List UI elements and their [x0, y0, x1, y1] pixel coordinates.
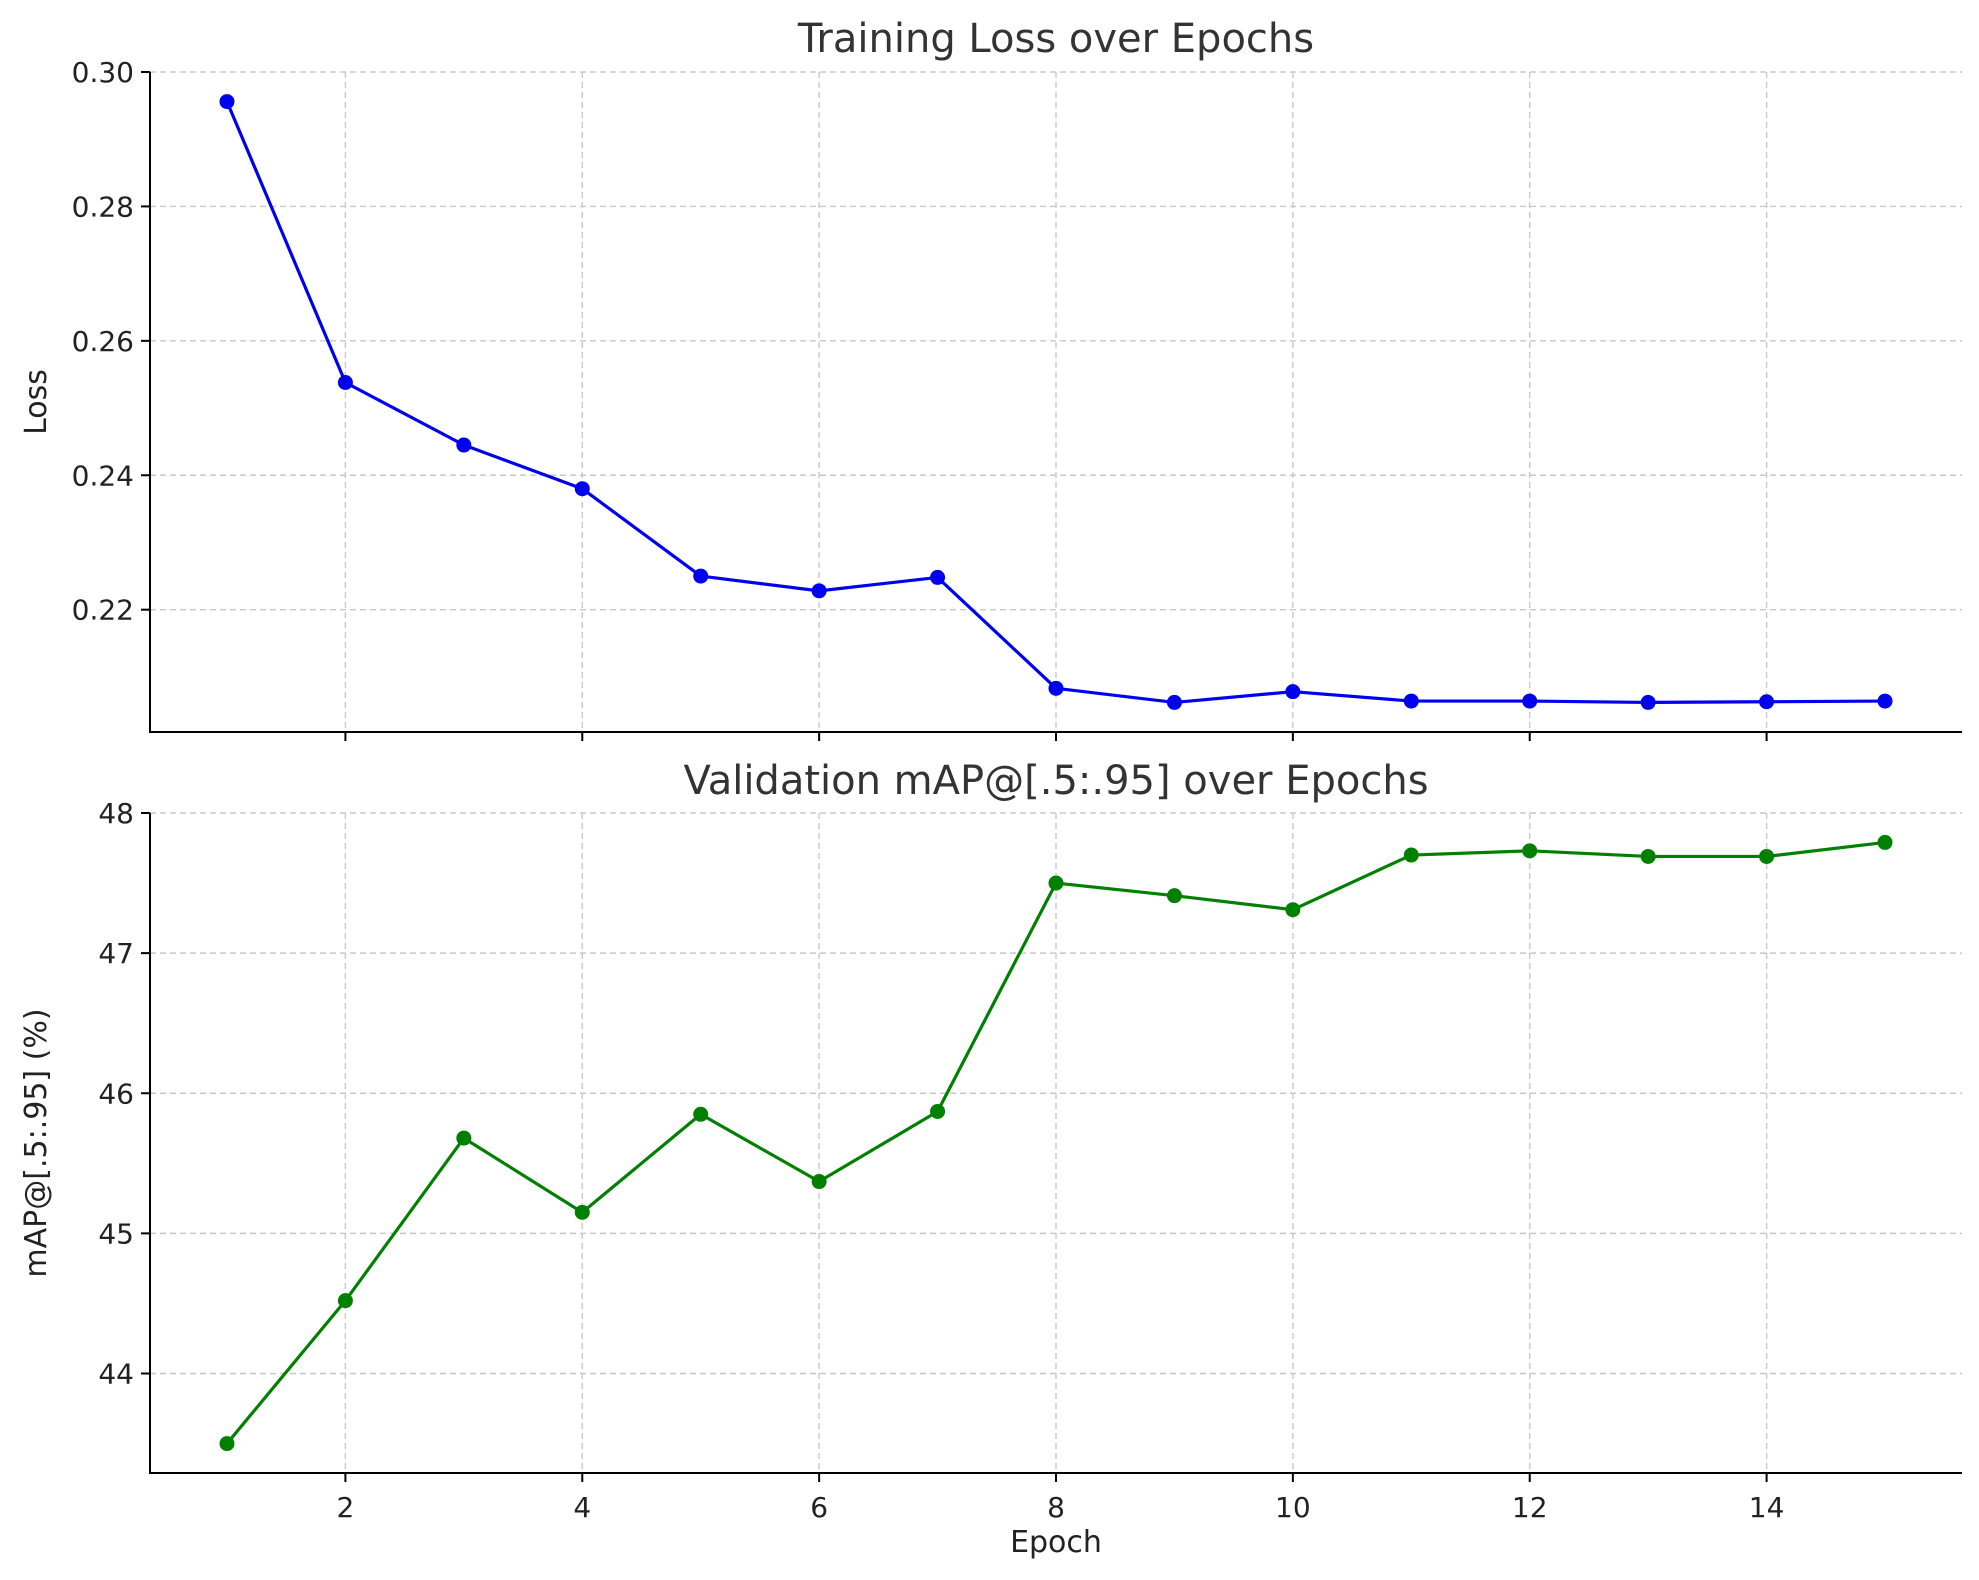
x-tick-label: 8 [1047, 1491, 1065, 1524]
data-point [1048, 680, 1064, 696]
x-tick-label: 4 [573, 1491, 591, 1524]
data-point [1166, 694, 1182, 710]
data-point [1285, 902, 1301, 918]
x-axis-label: Epoch [1010, 1525, 1102, 1560]
y-tick-label: 0.24 [72, 459, 134, 492]
data-point [1640, 694, 1656, 710]
y-axis-label: mAP@[.5:.95] (%) [19, 1008, 54, 1277]
data-point [1759, 694, 1775, 710]
data-point [1403, 847, 1419, 863]
y-tick-label: 44 [98, 1358, 134, 1391]
y-tick-label: 47 [98, 937, 134, 970]
axis-spines [149, 813, 1962, 1474]
y-tick-label: 0.22 [72, 594, 134, 627]
y-tick-label: 45 [98, 1217, 134, 1250]
x-tick-label: 14 [1749, 1491, 1785, 1524]
data-point [693, 568, 709, 584]
data-point [456, 437, 472, 453]
data-point [574, 1204, 590, 1220]
data-point [1403, 693, 1419, 709]
data-point [811, 583, 827, 599]
data-point [811, 1174, 827, 1190]
y-tick-label: 0.26 [72, 325, 134, 358]
data-point [337, 375, 353, 391]
y-tick-label: 0.30 [72, 56, 134, 89]
x-tick-label: 10 [1275, 1491, 1311, 1524]
data-point [930, 569, 946, 585]
data-point [219, 94, 235, 110]
x-tick-label: 2 [336, 1491, 354, 1524]
data-point [337, 1293, 353, 1309]
data-point [1048, 875, 1064, 891]
data-point [574, 481, 590, 497]
y-tick-label: 0.28 [72, 190, 134, 223]
data-point [693, 1106, 709, 1122]
y-tick-label: 46 [98, 1077, 134, 1110]
y-tick-label: 48 [98, 797, 134, 830]
data-point [456, 1130, 472, 1146]
axis-spines [149, 72, 1962, 733]
data-point [1285, 684, 1301, 700]
chart-title: Training Loss over Epochs [797, 16, 1314, 62]
data-point [219, 1436, 235, 1452]
data-point [1640, 848, 1656, 864]
chart-title: Validation mAP@[.5:.95] over Epochs [683, 758, 1428, 804]
data-point [1166, 888, 1182, 904]
x-tick-label: 12 [1512, 1491, 1548, 1524]
data-point [1522, 843, 1538, 859]
y-axis-label: Loss [19, 369, 54, 435]
data-point [1759, 848, 1775, 864]
x-tick-label: 6 [810, 1491, 828, 1524]
data-point [930, 1103, 946, 1119]
data-point [1877, 693, 1893, 709]
training-loss-panel: 0.22 0.24 0.26 0.28 0.30 Training Loss over E… [19, 16, 1962, 741]
data-point [1522, 693, 1538, 709]
data-point [1877, 834, 1893, 850]
